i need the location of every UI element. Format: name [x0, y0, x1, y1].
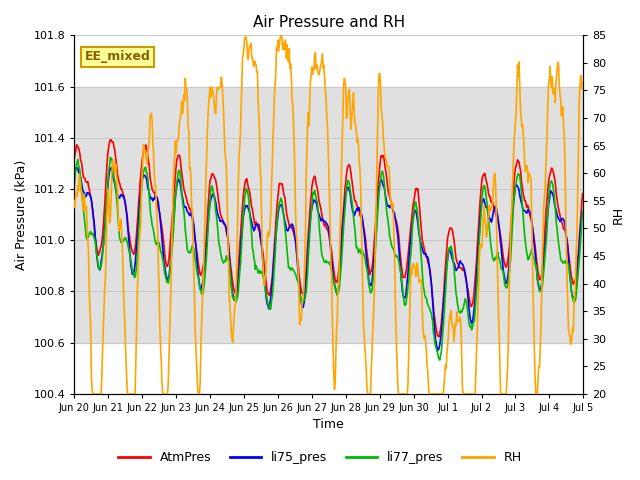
Legend: AtmPres, li75_pres, li77_pres, RH: AtmPres, li75_pres, li77_pres, RH: [113, 446, 527, 469]
Y-axis label: Air Pressure (kPa): Air Pressure (kPa): [15, 159, 28, 270]
Y-axis label: RH: RH: [612, 205, 625, 224]
Title: Air Pressure and RH: Air Pressure and RH: [253, 15, 405, 30]
X-axis label: Time: Time: [314, 419, 344, 432]
Bar: [74, 86, 583, 343]
Text: EE_mixed: EE_mixed: [84, 50, 150, 63]
